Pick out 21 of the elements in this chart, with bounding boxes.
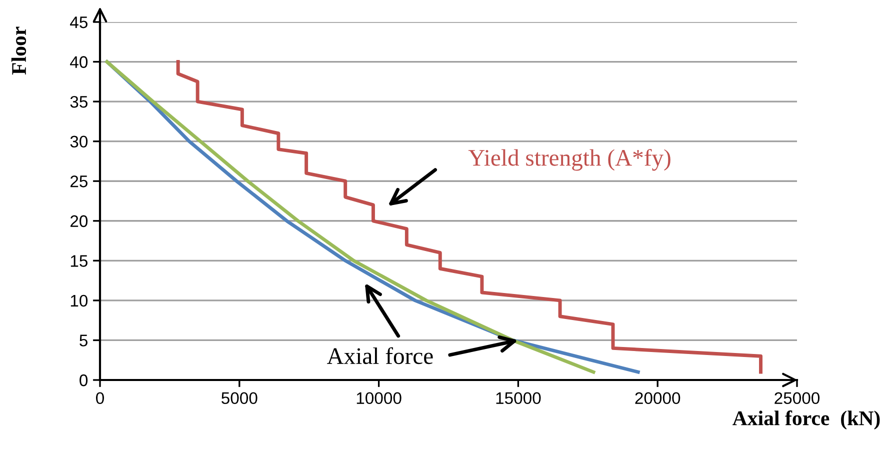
x-axis-title: Axial force (kN) [732,410,880,430]
y-tick-label: 30 [70,136,88,148]
y-tick-label: 25 [70,176,88,188]
y-tick-label: 10 [70,294,88,307]
x-tick-label: 10000 [356,392,402,404]
y-tick-label: 35 [70,96,88,108]
annotation: Yield strength (A*fy) [468,148,670,171]
x-tick-label: 0 [96,392,104,404]
y-axis-title: Floor [11,26,26,75]
x-tick-label: 25000 [774,392,820,404]
y-tick-label: 20 [70,215,88,228]
y-tick-label: 40 [70,56,88,68]
y-tick-label: 15 [70,255,88,267]
x-tick-label: 5000 [222,392,258,404]
y-tick-label: 5 [80,334,88,346]
annotation: Axial force [327,347,433,364]
y-tick-label: 45 [70,16,88,28]
x-tick-label: 20000 [635,392,680,404]
line-series [176,60,762,374]
y-tick-label: 0 [80,374,88,386]
x-tick-label: 15000 [496,392,541,404]
